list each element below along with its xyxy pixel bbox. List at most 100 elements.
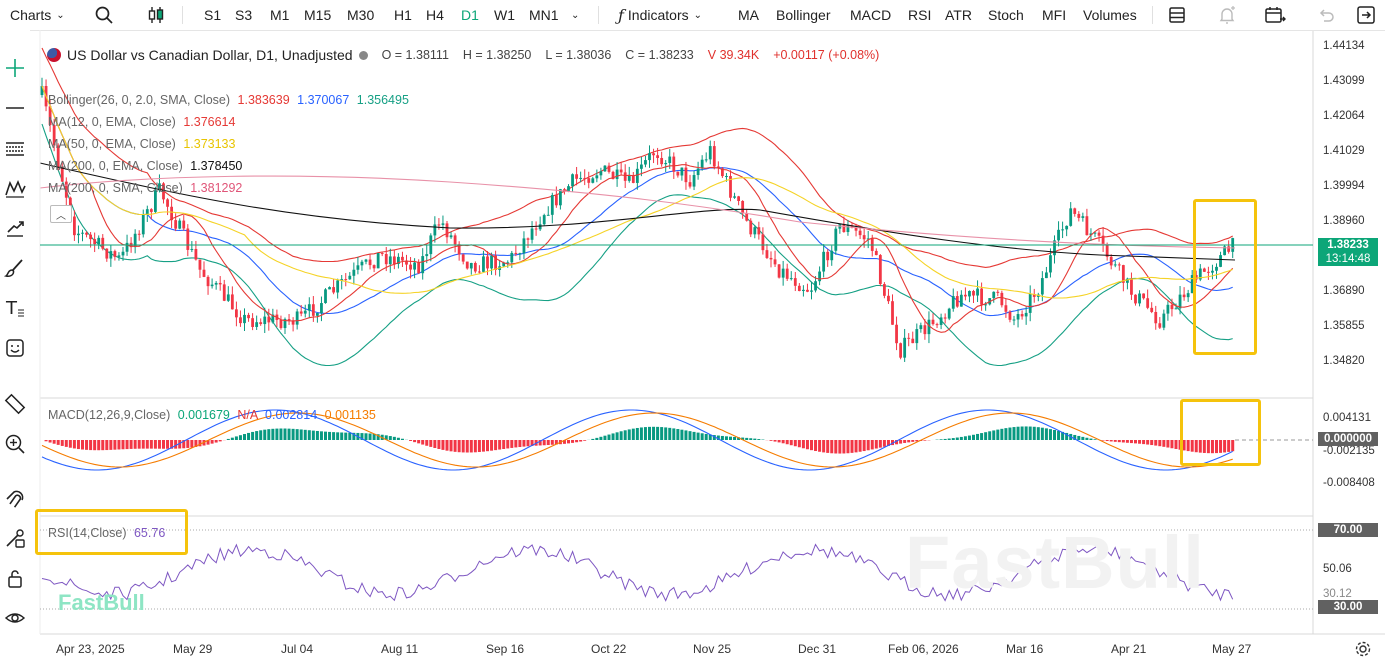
candle-body xyxy=(457,244,461,255)
timeframe-s1[interactable]: S1 xyxy=(204,7,222,23)
ma50-legend[interactable]: MA(50, 0, EMA, Close) 1.373133 xyxy=(48,137,236,151)
timeframe-m30[interactable]: M30 xyxy=(347,7,375,23)
quick-indicator-macd[interactable]: MACD xyxy=(850,7,892,23)
zoom-in-icon[interactable] xyxy=(3,432,27,456)
quick-indicator-atr[interactable]: ATR xyxy=(945,7,972,23)
ma12-legend[interactable]: MA(12, 0, EMA, Close) 1.376614 xyxy=(48,115,236,129)
charts-menu-button[interactable]: Charts ⌄ xyxy=(10,0,65,30)
candle-body xyxy=(595,175,599,179)
lock-drawings-icon[interactable] xyxy=(3,526,27,550)
candle-body xyxy=(518,253,522,255)
macd-histogram-bar xyxy=(575,440,579,443)
candle-body xyxy=(696,168,700,176)
candle-body xyxy=(101,237,105,249)
quick-indicator-bollinger[interactable]: Bollinger xyxy=(776,7,831,23)
macd-histogram-bar xyxy=(409,440,413,441)
magnet-icon[interactable] xyxy=(3,486,27,510)
fib-lines-icon[interactable] xyxy=(3,136,27,160)
candle-body xyxy=(846,225,850,233)
candle-body xyxy=(1142,293,1145,299)
candle-body xyxy=(405,260,408,265)
more-timeframes-chevron-icon[interactable]: ⌄ xyxy=(571,9,580,21)
macd-histogram-bar xyxy=(866,440,870,451)
ma200-sma-legend[interactable]: MA(200, 0, SMA, Close) 1.381292 xyxy=(48,181,243,195)
candle-body xyxy=(721,168,724,177)
candle-body xyxy=(907,337,911,339)
candle-body xyxy=(761,234,765,251)
candle-body xyxy=(947,308,951,319)
candle-body xyxy=(656,155,659,158)
macd-histogram-bar xyxy=(1142,440,1146,445)
text-tool-icon[interactable]: T xyxy=(3,296,27,320)
search-icon[interactable] xyxy=(94,0,114,30)
candle-body xyxy=(660,157,664,165)
candle-body xyxy=(980,288,983,305)
quick-indicator-stoch[interactable]: Stoch xyxy=(988,7,1024,23)
alert-bell-icon[interactable] xyxy=(1217,0,1237,30)
candle-body xyxy=(1012,319,1016,321)
timeframe-h1[interactable]: H1 xyxy=(394,7,412,23)
candle-body xyxy=(417,262,421,274)
candle-body xyxy=(478,271,481,273)
timeframe-m15[interactable]: M15 xyxy=(304,7,332,23)
macd-histogram-bar xyxy=(623,430,627,440)
candle-body xyxy=(311,304,315,316)
macd-histogram-bar xyxy=(429,440,433,447)
candle-type-icon[interactable] xyxy=(145,0,167,30)
candle-body xyxy=(627,175,631,181)
timeframe-w1[interactable]: W1 xyxy=(494,7,515,23)
macd-histogram-bar xyxy=(903,440,907,443)
macd-histogram-bar xyxy=(162,440,165,449)
ruler-icon[interactable] xyxy=(3,392,27,416)
layout-icon[interactable] xyxy=(1167,0,1187,30)
candle-body xyxy=(445,223,449,238)
macd-histogram-bar xyxy=(639,427,643,440)
quick-indicator-volumes[interactable]: Volumes xyxy=(1083,7,1137,23)
macd-histogram-bar xyxy=(789,440,793,446)
timeframe-h4[interactable]: H4 xyxy=(426,7,444,23)
crosshair-icon[interactable] xyxy=(3,56,27,80)
eye-icon[interactable] xyxy=(3,606,27,630)
candle-body xyxy=(85,232,88,235)
quick-indicator-rsi[interactable]: RSI xyxy=(908,7,932,23)
candle-body xyxy=(182,220,186,229)
indicators-menu-button[interactable]: ƒ Indicators ⌄ xyxy=(618,0,702,30)
timeframe-mn1[interactable]: MN1 xyxy=(529,7,559,23)
timeframe-s3[interactable]: S3 xyxy=(235,7,253,23)
settings-gear-icon[interactable] xyxy=(1354,640,1372,663)
horizontal-line-icon[interactable] xyxy=(3,96,27,120)
emoji-icon[interactable] xyxy=(3,336,27,360)
macd-legend[interactable]: MACD(12,26,9,Close) 0.001679 N/A 0.00281… xyxy=(48,408,376,422)
macd-histogram-bar xyxy=(631,428,635,440)
candle-body xyxy=(631,175,635,183)
candle-body xyxy=(579,177,583,179)
macd-histogram-bar xyxy=(1028,426,1032,440)
timeframe-d1[interactable]: D1 xyxy=(461,7,479,23)
x-axis-label: Oct 22 xyxy=(591,642,627,656)
macd-histogram-bar xyxy=(858,440,862,452)
brush-icon[interactable] xyxy=(3,256,27,280)
projection-icon[interactable] xyxy=(3,216,27,240)
rsi-legend[interactable]: RSI(14,Close) 65.76 xyxy=(48,526,166,540)
macd-histogram-bar xyxy=(445,440,449,451)
macd-histogram-bar xyxy=(688,431,692,440)
exit-fullscreen-icon[interactable] xyxy=(1356,0,1376,30)
candle-body xyxy=(52,125,56,146)
lock-icon[interactable] xyxy=(3,566,27,590)
quick-indicator-ma[interactable]: MA xyxy=(738,7,759,23)
collapse-legend-button[interactable]: ︿ xyxy=(50,205,72,223)
candle-body xyxy=(712,146,716,167)
bollinger-legend[interactable]: Bollinger(26, 0, 2.0, SMA, Close) 1.3836… xyxy=(48,93,409,107)
calendar-icon[interactable] xyxy=(1264,0,1286,30)
macd-histogram-bar xyxy=(696,432,700,440)
ma200-ema-legend[interactable]: MA(200, 0, EMA, Close) 1.378450 xyxy=(48,159,243,173)
pattern-icon[interactable] xyxy=(3,176,27,200)
candle-body xyxy=(465,261,469,269)
timeframe-m1[interactable]: M1 xyxy=(270,7,290,23)
undo-icon[interactable] xyxy=(1316,0,1336,30)
macd-histogram-bar xyxy=(538,440,542,446)
quick-indicator-mfi[interactable]: MFI xyxy=(1042,7,1067,23)
candle-body xyxy=(1134,294,1137,304)
candle-body xyxy=(797,285,801,292)
